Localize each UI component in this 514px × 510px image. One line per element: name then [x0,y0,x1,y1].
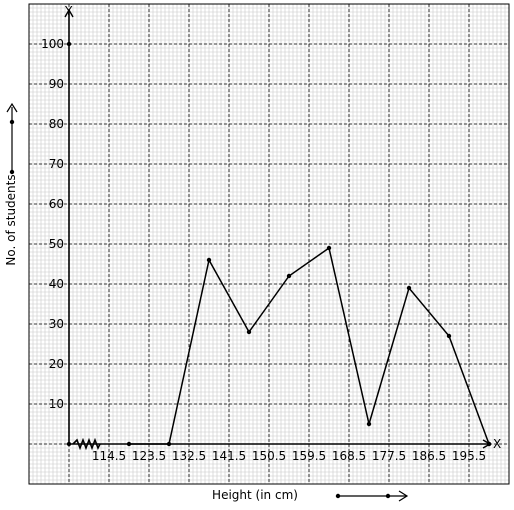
data-point [166,441,172,447]
y-tick-label: 40 [49,277,64,291]
y-axis-title-wrap: No. of students [4,140,20,300]
x-scale-arrowhead [398,490,409,502]
origin-point [66,441,72,447]
y-tick-label: 80 [49,117,64,131]
y-tick-label: 70 [49,157,64,171]
x-tick-label: 114.5 [92,449,126,463]
x-scale-dot [385,493,391,499]
tick-labels: Y X 10 20 30 40 50 60 70 80 90 100 114.5 123.5 132.5 14… [41,4,501,463]
data-point [366,421,372,427]
decorations [6,102,409,502]
y-tick-label: 10 [49,397,64,411]
y-tick-label: 100 [41,37,64,51]
x-tick-label: 168.5 [332,449,366,463]
y-axis-title: No. of students [4,174,18,266]
data-point [126,441,132,447]
x-tick-label: 132.5 [172,449,206,463]
y-scale-dot [9,169,15,175]
x-tick-label: 141.5 [212,449,246,463]
data-point [406,285,412,291]
series-line [129,246,490,445]
y-scale-arrowhead [6,102,18,113]
x-tick-label: 195.5 [452,449,486,463]
y-axis-top-point [66,41,72,47]
x-tick-label: 123.5 [132,449,166,463]
x-tick-label: 186.5 [412,449,446,463]
data-point [286,273,292,279]
grid-border [28,3,510,485]
y-tick-label: 50 [49,237,64,251]
data-point [246,329,252,335]
y-axis-arrow [64,8,74,18]
y-scale-dot [9,119,15,125]
axis-break-zigzag [72,437,101,451]
x-tick-label: 159.5 [292,449,326,463]
y-tick-label: 20 [49,357,64,371]
y-axis-letter: Y [64,4,73,18]
y-tick-label: 30 [49,317,64,331]
x-axis-letter: X [493,437,501,451]
x-scale-dot [335,493,341,499]
data-point [326,245,332,251]
axis-point [486,441,492,447]
data-point [446,333,452,339]
data-point [206,257,212,263]
y-tick-label: 90 [49,77,64,91]
x-axis-title: Height (in cm) [212,488,298,502]
x-tick-label: 150.5 [252,449,286,463]
grid [28,3,510,485]
y-tick-label: 60 [49,197,64,211]
x-tick-label: 177.5 [372,449,406,463]
series [126,245,492,447]
